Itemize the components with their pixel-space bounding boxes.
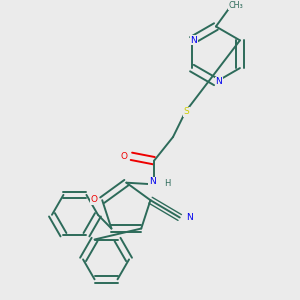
Text: N: N <box>149 178 156 187</box>
Text: S: S <box>184 107 189 116</box>
Text: CH₃: CH₃ <box>228 1 243 10</box>
Text: N: N <box>215 77 222 86</box>
Text: O: O <box>90 195 97 204</box>
Text: H: H <box>164 178 171 188</box>
Text: N: N <box>186 213 193 222</box>
Text: N: N <box>190 36 197 45</box>
Text: O: O <box>121 152 128 161</box>
